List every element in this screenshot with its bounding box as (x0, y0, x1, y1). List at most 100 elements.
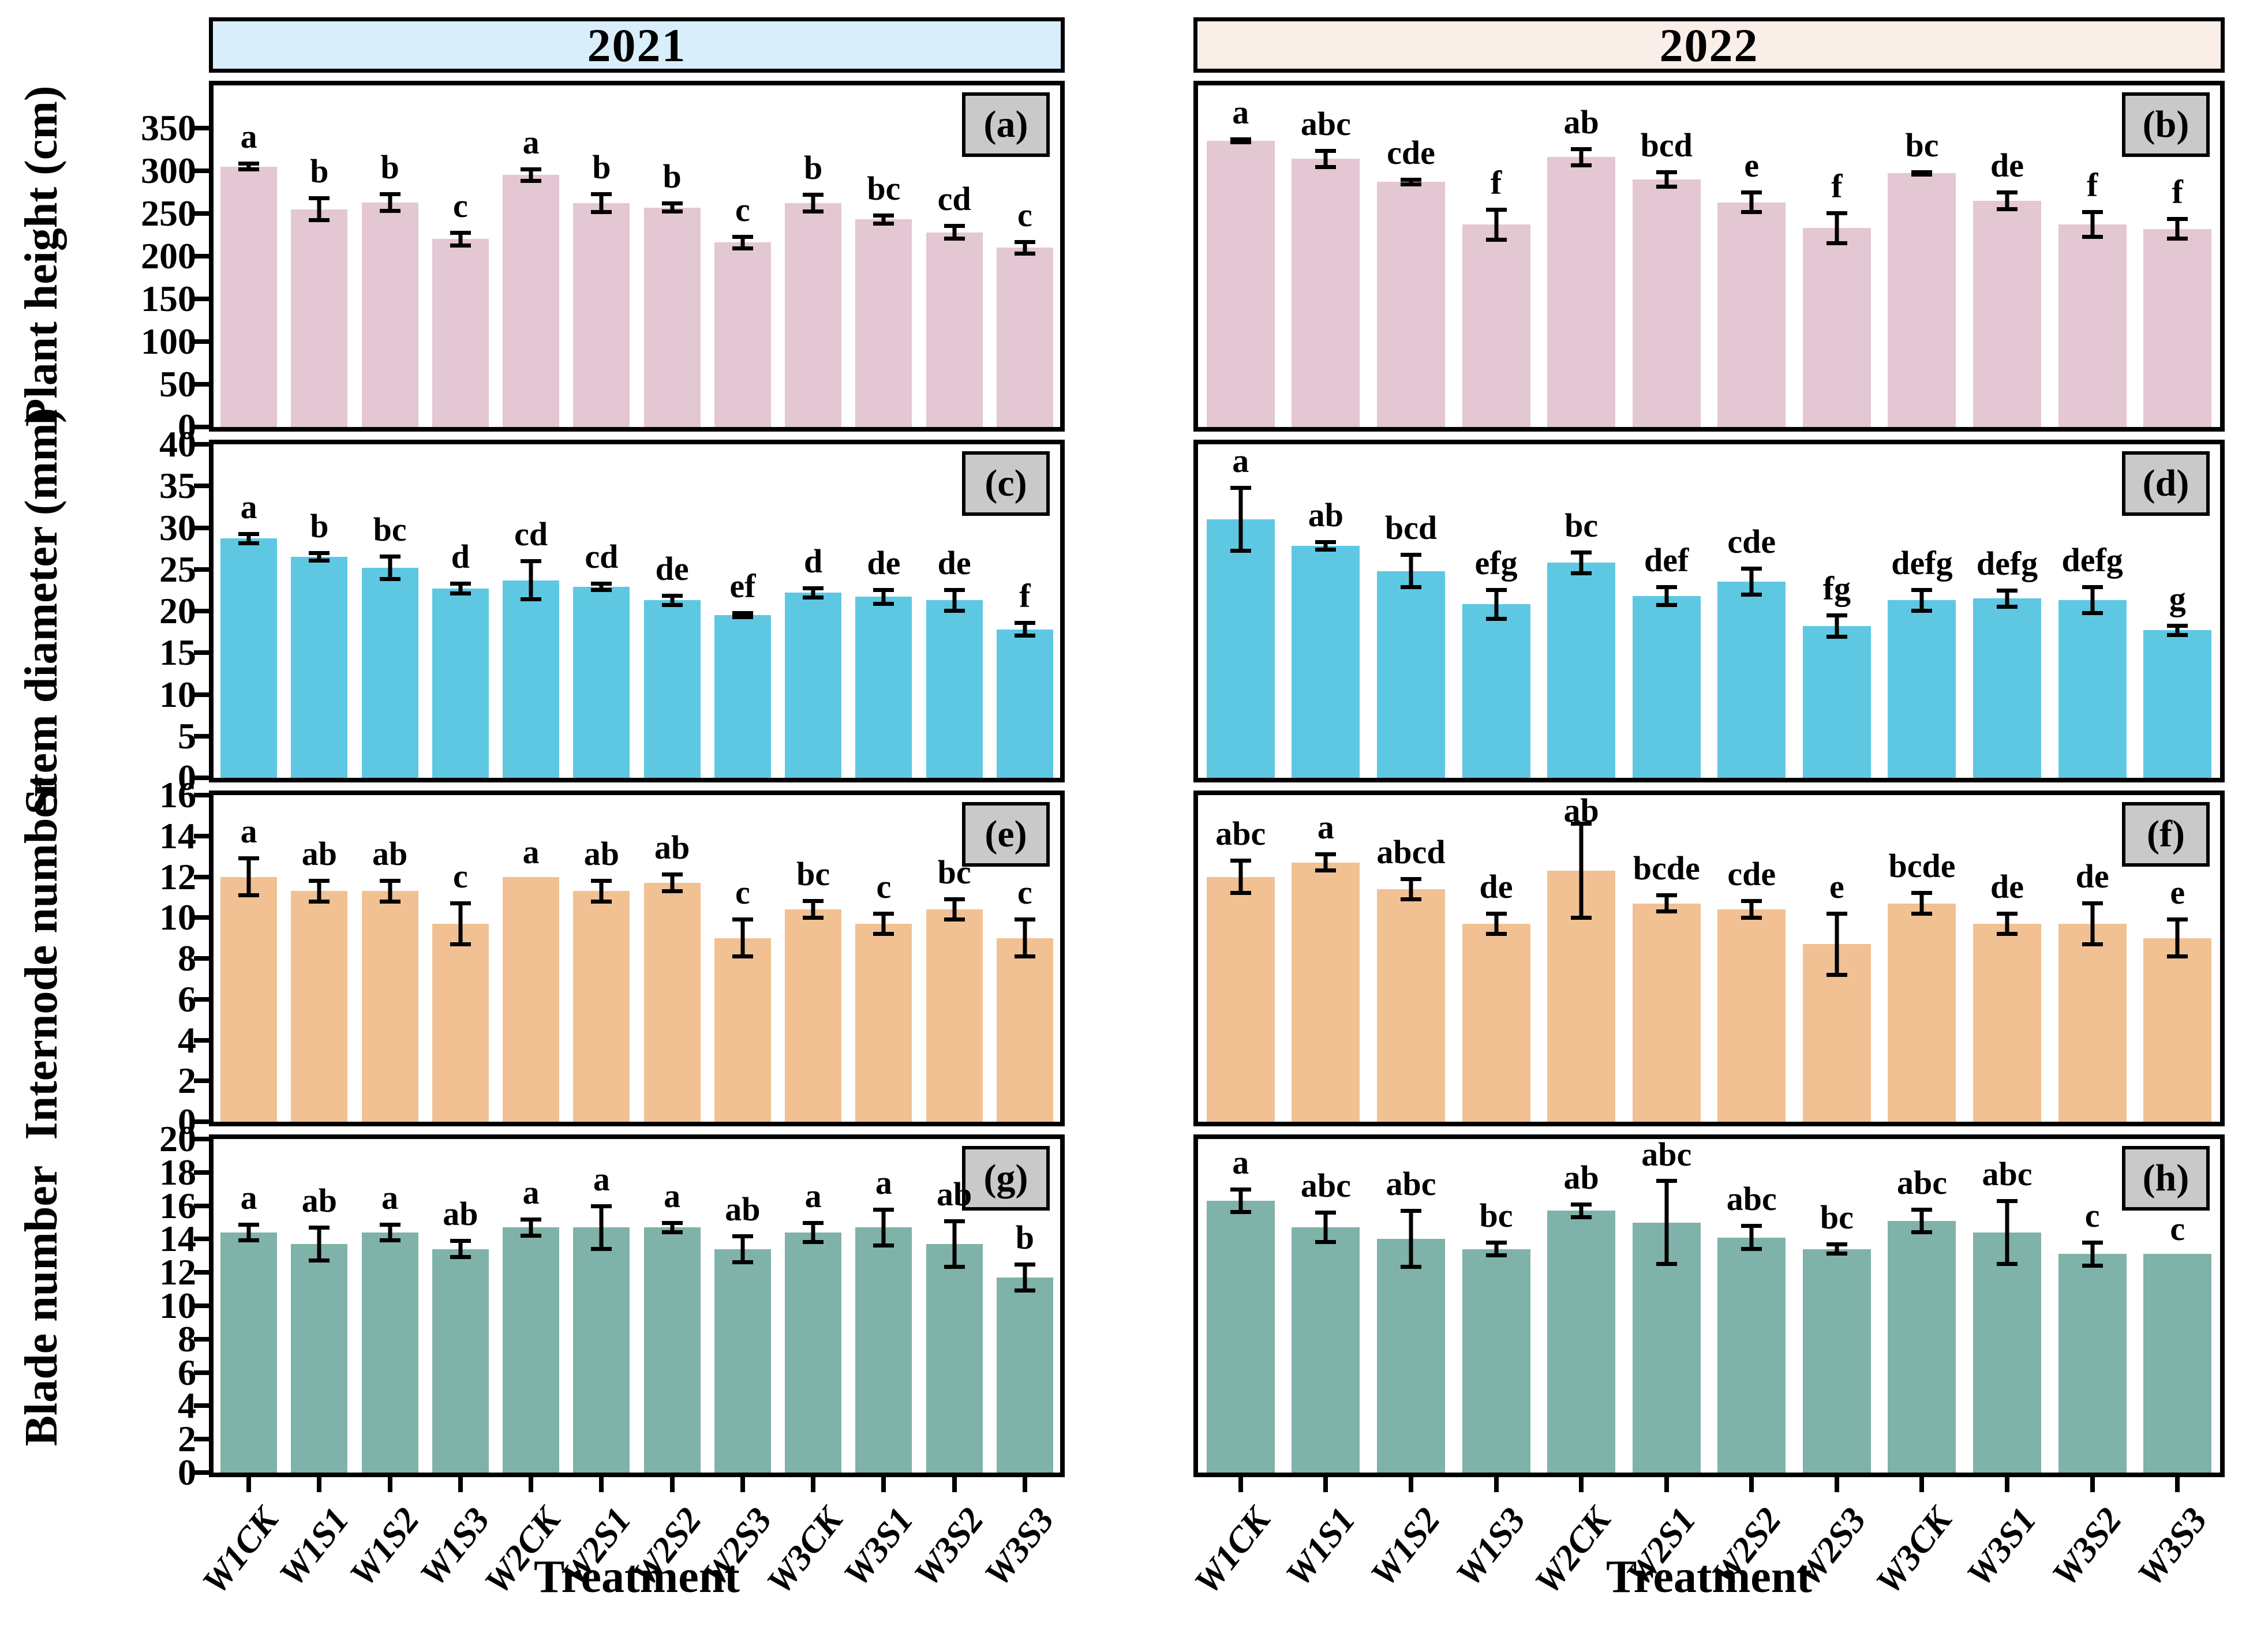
error-bar-W1CK (1230, 858, 1251, 896)
y-tick-label: 8 (178, 1318, 196, 1359)
y-tick-label: 25 (159, 548, 196, 590)
bar-W1CK (220, 876, 278, 1122)
sig-letter-W1S1: abc (1300, 104, 1351, 143)
bar-W1S1 (291, 1244, 348, 1473)
error-bar-W1S2 (1400, 552, 1421, 590)
y-tick-label: 18 (159, 1151, 196, 1193)
error-bar-W3CK (803, 1220, 824, 1245)
error-bar-W3S1 (873, 587, 894, 606)
error-bar-W3S1 (873, 1207, 894, 1248)
bar-W1S2 (1376, 1239, 1445, 1473)
x-axis-title-left: Treatment (534, 1552, 740, 1602)
y-tick-label: 200 (141, 235, 196, 276)
error-bar-W1S2 (379, 554, 401, 581)
x-tick-mark (1664, 1477, 1669, 1492)
sig-letter-W2S3: c (735, 191, 750, 228)
y-tick-label: 300 (141, 150, 196, 191)
error-bar-W1S2 (1400, 1209, 1421, 1269)
sig-letter-W1S1: ab (1308, 496, 1344, 534)
panel-letter-tag: (f) (2122, 802, 2210, 867)
x-tick-mark (2090, 1477, 2095, 1492)
bar-W1S1 (291, 209, 348, 427)
y-tick-label: 350 (141, 107, 196, 148)
x-tick-mark (669, 1477, 675, 1492)
error-bar-W1S2 (379, 879, 401, 904)
error-bar-W1S2 (1400, 177, 1421, 186)
sig-letter-W2S3: fg (1822, 570, 1851, 608)
sig-letter-W1CK: a (240, 1178, 257, 1216)
error-bar-W3CK (1911, 891, 1933, 916)
y-tick-label: 150 (141, 278, 196, 319)
y-axis-title-blade-number: Blade number (16, 1165, 67, 1447)
y-tick-mark (194, 1237, 209, 1242)
error-bar-W1CK (238, 531, 260, 545)
error-bar-W1S3 (1485, 911, 1507, 936)
sig-letter-W2S2: cde (1727, 855, 1776, 893)
bar-W1CK (1206, 141, 1275, 427)
panel-h: (h) a abc abc bc ab abc abc bc abc abc c c (1193, 1134, 2225, 1492)
bar-W3S2 (2058, 1254, 2127, 1473)
sig-letter-W1S2: b (380, 148, 399, 186)
x-tick-mark (317, 1477, 322, 1492)
bar-W1CK (220, 166, 278, 427)
bar-W2S2 (1717, 202, 1786, 427)
bar-W3S2 (926, 1244, 983, 1473)
sig-letter-W3S2: defg (2061, 541, 2123, 579)
y-tick-label: 0 (178, 406, 196, 447)
error-bar-W2S2 (1741, 567, 1762, 597)
error-bar-W3S3 (1014, 239, 1035, 256)
sig-letter-W1S1: ab (301, 835, 338, 873)
bar-W2S3 (714, 938, 771, 1122)
y-tick-mark (194, 692, 209, 697)
bar-W3S3 (2143, 938, 2212, 1122)
bar-W2S3 (1802, 1249, 1871, 1473)
sig-letter-W2CK: a (522, 833, 540, 871)
sig-letter-W1S3: bc (1479, 1197, 1513, 1235)
panel-f: (f) abc a abcd de ab bcde cde e bcde de de e (1193, 791, 2225, 1126)
bar-W3S1 (855, 923, 912, 1122)
sig-letter-W3S3: b (1015, 1218, 1035, 1256)
error-bar-W2S3 (1826, 911, 1847, 977)
bar-W2CK (503, 876, 560, 1122)
error-bar-W2CK (521, 167, 542, 183)
sig-letter-W2S3: f (1831, 167, 1843, 205)
error-bar-W2CK (521, 1217, 542, 1238)
bar-W1S2 (361, 202, 418, 427)
panel-letter-tag: (d) (2122, 451, 2210, 516)
error-bar-W3S1 (1997, 911, 2018, 936)
error-bar-W2CK (521, 559, 542, 601)
sig-letter-W2S1: def (1644, 541, 1689, 579)
sig-letter-W2S2: e (1744, 147, 1760, 185)
sig-letter-W3CK: b (803, 149, 823, 187)
y-tick-label: 0 (178, 757, 196, 798)
error-bar-W1S3 (450, 901, 471, 946)
sig-letter-W2S2: abc (1726, 1180, 1777, 1218)
panel-letter-tag: (b) (2122, 92, 2210, 157)
error-bar-W1CK (1230, 137, 1251, 145)
sig-letter-W3S2: de (937, 544, 971, 582)
bar-W1S1 (1292, 159, 1360, 427)
sig-letter-W2CK: ab (1563, 792, 1599, 829)
bar-W1S3 (432, 239, 489, 427)
y-tick-label: 16 (159, 1185, 196, 1226)
error-bar-W2S1 (1656, 893, 1677, 914)
error-bar-W3S3 (2167, 216, 2188, 241)
error-bar-W3CK (803, 193, 824, 213)
panel-d: (d) a ab bcd efg bc def cde fg defg defg defg g (1193, 440, 2225, 782)
sig-letter-W1S2: abc (1386, 1165, 1436, 1203)
bar-W2S1 (573, 1227, 630, 1473)
bar-W3S1 (1973, 1232, 2042, 1473)
error-bar-W2S1 (591, 192, 612, 215)
y-tick-label: 4 (178, 1019, 196, 1061)
sig-letter-W1S3: efg (1474, 544, 1518, 582)
error-bar-W3CK (1911, 1207, 1933, 1234)
bar-W1S2 (1376, 889, 1445, 1122)
x-tick-mark (1579, 1477, 1584, 1492)
panel-c: (c) a b bc d cd cd de ef d de de f (194, 440, 1065, 782)
x-tick-mark (1022, 1477, 1027, 1492)
sig-letter-W3S2: ab (936, 1175, 972, 1213)
error-bar-W3S2 (944, 223, 965, 241)
y-tick-mark (194, 382, 209, 387)
y-tick-labels: 0 2 4 6 8 10 12 14 16 (87, 777, 196, 1140)
bar-W1S3 (432, 589, 489, 778)
